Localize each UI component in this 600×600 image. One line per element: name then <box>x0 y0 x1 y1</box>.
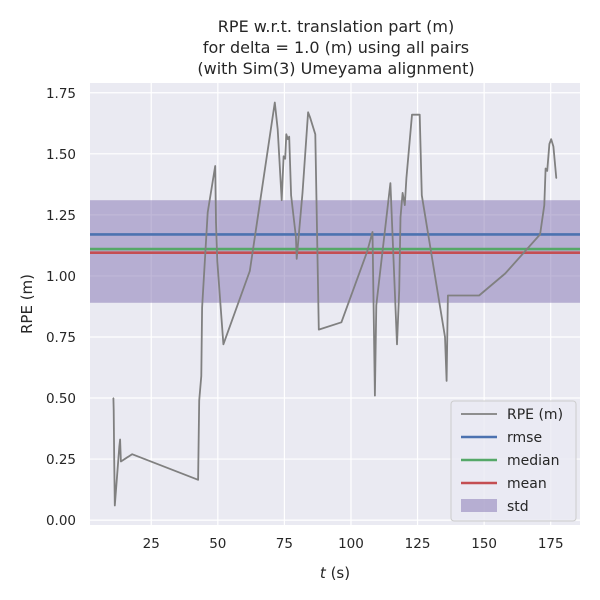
rpe-data-point <box>545 167 547 170</box>
x-tick-label: 50 <box>209 536 226 552</box>
rpe-data-point <box>287 138 289 140</box>
rpe-data-point <box>552 145 554 148</box>
rpe-data-point <box>274 101 276 104</box>
x-tick-label: 150 <box>471 536 497 552</box>
legend-std-swatch <box>461 499 497 512</box>
chart-title-line-3: (with Sim(3) Umeyama alignment) <box>197 59 474 78</box>
legend: RPE (m) rmse median mean std <box>450 400 577 522</box>
rpe-data-point <box>398 289 400 292</box>
rpe-data-point <box>366 250 368 253</box>
rpe-data-point <box>113 409 115 411</box>
rpe-data-point <box>301 192 304 194</box>
chart-title-line-2: for delta = 1.0 (m) using all pairs <box>203 38 469 57</box>
rpe-data-point <box>290 194 292 196</box>
rpe-data-point <box>444 336 446 338</box>
x-tick-label: 100 <box>338 536 364 552</box>
rpe-data-point <box>309 116 311 118</box>
rpe-data-point <box>113 458 115 460</box>
legend-frame <box>450 400 577 522</box>
rpe-data-point <box>197 479 199 481</box>
rpe-data-point <box>374 394 376 397</box>
y-tick-label: 0.25 <box>46 452 76 468</box>
rpe-data-point <box>296 258 298 260</box>
rpe-data-point <box>207 211 209 214</box>
rpe-data-point <box>404 204 406 206</box>
rpe-data-point <box>447 294 449 297</box>
y-tick-label: 0.00 <box>46 513 76 529</box>
rpe-data-point <box>284 158 286 160</box>
y-tick-labels: 0.00 0.25 0.50 0.75 1.00 1.25 1.50 1.75 <box>46 86 76 529</box>
rpe-data-point <box>277 128 279 130</box>
rpe-data-point <box>389 182 391 184</box>
rpe-data-point <box>200 375 202 377</box>
rpe-data-point <box>340 321 342 323</box>
rpe-data-point <box>281 199 283 201</box>
legend-rpe-label: RPE (m) <box>507 407 563 423</box>
rpe-data-point <box>543 204 545 206</box>
rpe-data-point <box>314 133 316 135</box>
chart-title-line-1: RPE w.r.t. translation part (m) <box>218 17 454 36</box>
statistic-lines-layer <box>90 233 580 255</box>
rpe-data-point <box>419 114 421 116</box>
rpe-data-point <box>478 294 480 297</box>
x-tick-label: 25 <box>143 536 160 552</box>
rpe-data-point <box>307 111 309 113</box>
legend-mean-label: mean <box>507 476 547 492</box>
x-tick-labels: 25 50 75 100 125 150 175 <box>143 536 564 552</box>
rpe-data-point <box>198 399 200 402</box>
x-axis-label-variable: t <box>320 564 327 582</box>
rpe-data-point <box>539 233 541 236</box>
rpe-data-point <box>119 438 121 441</box>
x-tick-label: 125 <box>405 536 431 552</box>
rpe-data-point <box>112 397 115 399</box>
rpe-data-point <box>555 177 557 179</box>
rpe-data-point <box>375 304 377 306</box>
x-tick-label: 175 <box>538 536 564 552</box>
rpe-data-point <box>546 170 548 172</box>
rpe-data-point <box>402 192 404 194</box>
y-tick-label: 1.50 <box>46 147 76 163</box>
rpe-data-point <box>283 155 285 157</box>
rpe-data-point <box>416 114 418 116</box>
rpe-data-point <box>405 177 407 179</box>
legend-rmse-label: rmse <box>507 430 542 446</box>
rpe-data-point <box>445 380 448 382</box>
y-tick-label: 0.75 <box>46 330 76 346</box>
series-layer <box>112 101 558 507</box>
y-axis-label: RPE (m) <box>18 274 36 334</box>
x-axis-label: t (s) <box>320 564 350 582</box>
rpe-data-point <box>120 460 122 463</box>
y-tick-label: 1.00 <box>46 269 76 285</box>
rpe-data-point <box>131 453 133 455</box>
rpe-data-point <box>295 236 297 238</box>
rpe-data-point <box>222 343 225 345</box>
rpe-data-point <box>550 138 552 140</box>
legend-median-label: median <box>507 453 559 469</box>
y-tick-label: 1.25 <box>46 208 76 224</box>
rpe-data-point <box>411 114 413 116</box>
rpe-data-point <box>214 165 216 167</box>
y-tick-label: 0.50 <box>46 391 76 407</box>
legend-std-label: std <box>507 499 529 515</box>
rpe-data-point <box>201 307 203 309</box>
rpe-data-point <box>285 133 287 135</box>
rpe-data-point <box>288 136 290 138</box>
rpe-data-point <box>371 231 374 233</box>
rpe-data-point <box>215 221 217 223</box>
rpe-data-point <box>114 504 116 507</box>
rpe-data-point <box>118 446 120 448</box>
y-tick-label: 1.75 <box>46 86 76 102</box>
x-axis-label-unit: (s) <box>326 564 350 582</box>
x-tick-label: 75 <box>276 536 293 552</box>
rpe-data-point <box>399 216 402 218</box>
rpe-data-point <box>318 329 320 331</box>
rpe-data-point <box>216 260 218 262</box>
rpe-data-point <box>504 272 506 275</box>
rpe-data-point <box>421 194 423 196</box>
rpe-data-point <box>548 143 550 145</box>
rpe-data-point <box>396 343 398 345</box>
rpe-data-point <box>249 270 251 272</box>
